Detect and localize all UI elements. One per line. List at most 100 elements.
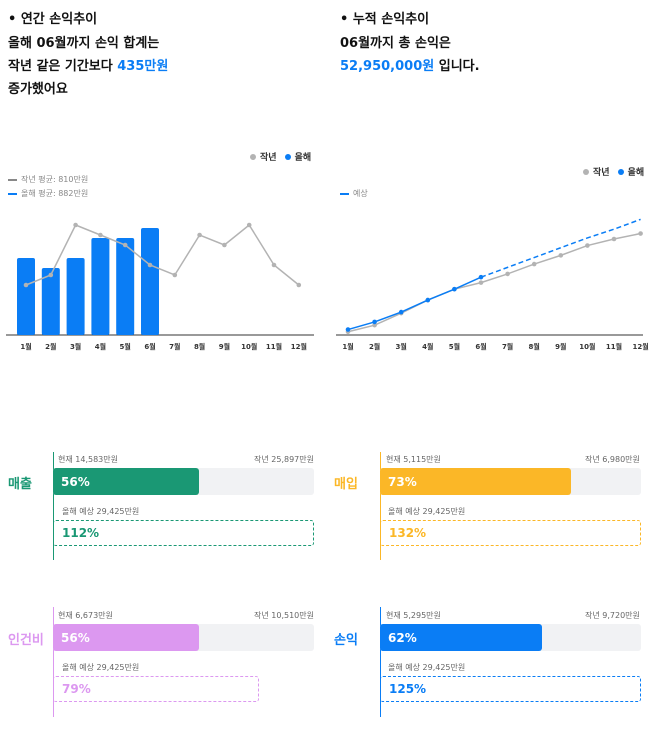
x-tick-label: 8월 (194, 342, 205, 351)
data-point (98, 232, 103, 238)
profit-projection-box: 125% (380, 676, 641, 702)
annual-chart: 1월 2월 3월 4월 5월 6월 7월 8월 9월 10월 11월 12월 (6, 222, 314, 351)
series-line (25, 223, 300, 286)
cumulative-summary-line2: 52,950,000원 입니다. (340, 55, 480, 78)
avg-prev-label: 작년 평균: 810만원 (21, 175, 89, 184)
purchase-last-year: 작년 6,980만원 (585, 455, 640, 464)
x-tick-label: 2월 (369, 342, 380, 351)
sales-projection-box: 112% (53, 520, 314, 546)
data-point (345, 327, 351, 332)
dash-icon (340, 192, 349, 195)
labor-current: 현재 6,673만원 (58, 611, 113, 620)
bar (17, 258, 35, 335)
purchase-label: 매입 (334, 477, 358, 492)
series-line (347, 276, 482, 331)
bar (41, 268, 60, 335)
data-point (611, 236, 617, 242)
purchase-projection-box: 132% (380, 520, 641, 546)
bar (91, 238, 110, 335)
x-tick-label: 9월 (555, 342, 566, 351)
sales-progress-track: 56% (53, 468, 314, 495)
x-tick-label: 4월 (95, 342, 106, 351)
cumulative-summary: 06월까지 총 손익은 52,950,000원 입니다. (340, 32, 480, 78)
annual-summary-line2: 작년 같은 기간보다 435만원 (8, 55, 168, 78)
cumulative-summary-line1: 06월까지 총 손익은 (340, 36, 451, 51)
sales-projection: 올해 예상 29,425만원 (62, 507, 140, 516)
legend-curr-dot (284, 153, 291, 160)
data-point (505, 271, 510, 277)
legend-curr-dot (617, 168, 624, 175)
data-point (296, 282, 302, 288)
annual-title: • 연간 손익추이 (8, 12, 98, 27)
data-point (398, 309, 404, 315)
legend-curr-label: 올해 (294, 153, 312, 163)
labor-progress-track: 56% (53, 624, 314, 651)
annual-summary-line3: 증가했어요 (8, 82, 68, 97)
purchase-projection: 올해 예상 29,425만원 (388, 507, 466, 516)
x-tick-label: 10월 (579, 342, 595, 351)
x-tick-label: 2월 (45, 342, 56, 351)
forecast-legend: 예상 (340, 188, 368, 199)
x-tick-label: 6월 (144, 342, 155, 351)
cumulative-legend: 작년 올해 (583, 165, 644, 178)
purchase-current: 현재 5,115만원 (386, 455, 441, 464)
sales-current: 현재 14,583만원 (58, 455, 118, 464)
x-tick-label: 5월 (120, 342, 131, 351)
x-tick-label: 7월 (169, 342, 180, 351)
data-point (197, 232, 202, 238)
x-tick-label: 11월 (266, 342, 282, 351)
profit-projection: 올해 예상 29,425만원 (388, 663, 466, 672)
data-point (585, 243, 590, 248)
data-point (246, 222, 252, 228)
forecast-label: 예상 (353, 189, 368, 198)
bar (66, 258, 85, 335)
x-tick-label: 1월 (20, 342, 31, 351)
avg-prev: 작년 평균: 810만원 (8, 174, 88, 185)
x-tick-label: 4월 (422, 342, 433, 351)
data-point (23, 282, 29, 288)
dash-icon (8, 178, 17, 181)
data-point (222, 242, 227, 248)
labor-last-year: 작년 10,510만원 (254, 611, 314, 620)
data-point (638, 231, 643, 236)
x-tick-label: 3월 (70, 342, 81, 351)
labor-projection-box: 79% (53, 676, 260, 702)
data-point (122, 242, 128, 248)
data-point (372, 322, 377, 328)
labor-projection: 올해 예상 29,425만원 (62, 663, 140, 672)
annual-summary-line1: 올해 06월까지 손익 합계는 (8, 36, 160, 51)
x-tick-label: 3월 (396, 342, 407, 351)
avg-curr: 올해 평균: 882만원 (8, 188, 88, 199)
data-point (558, 253, 564, 258)
annual-summary-pre: 작년 같은 기간보다 (8, 59, 118, 74)
dash-icon (8, 192, 17, 195)
annual-legend: 작년 올해 (250, 150, 311, 163)
x-tick-label: 5월 (449, 342, 460, 351)
profit-current: 현재 5,295만원 (386, 611, 441, 620)
legend-curr-label: 올해 (627, 168, 645, 178)
legend-prev-label: 작년 (593, 168, 610, 178)
x-tick-label: 7월 (502, 342, 513, 351)
x-tick-label: 12월 (291, 342, 307, 351)
x-tick-label: 8월 (529, 342, 540, 351)
x-tick-label: 6월 (475, 342, 486, 351)
data-point (478, 280, 484, 285)
profit-progress-fill: 62% (380, 624, 542, 651)
purchase-progress-track: 73% (380, 468, 641, 495)
legend-prev-dot (583, 168, 589, 175)
series-line (480, 218, 641, 278)
sales-divider (53, 452, 54, 560)
series-line (347, 232, 641, 333)
bar (116, 238, 135, 335)
x-tick-label: 9월 (219, 342, 230, 351)
cumulative-chart: 1월 2월 3월 4월 5월 6월 7월 8월 9월 10월 11월 12월 (336, 218, 649, 351)
legend-prev-label: 작년 (260, 153, 277, 163)
purchase-divider (380, 452, 381, 560)
purchase-progress-fill: 73% (380, 468, 571, 495)
labor-divider (53, 607, 54, 717)
data-point (271, 262, 277, 268)
cumulative-summary-post: 입니다. (434, 59, 480, 74)
data-point (48, 272, 54, 278)
data-point (531, 261, 537, 267)
cumulative-summary-value: 52,950,000원 (340, 59, 435, 74)
